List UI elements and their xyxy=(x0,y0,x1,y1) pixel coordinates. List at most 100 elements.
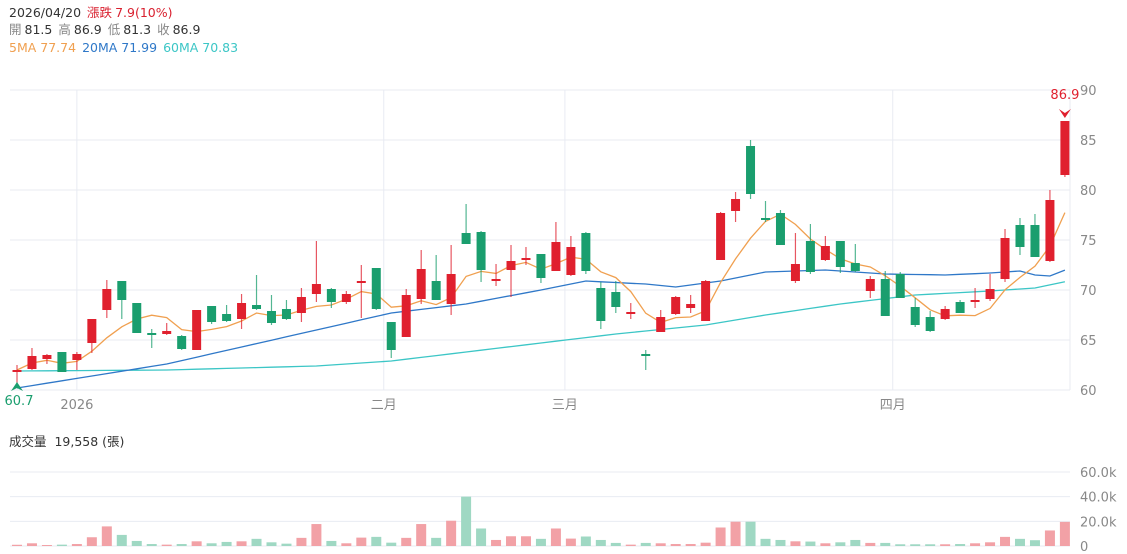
candle xyxy=(611,281,621,313)
candle-body xyxy=(940,309,950,319)
volume-bar xyxy=(805,541,816,546)
volume-bar xyxy=(371,536,382,546)
max-price-label: 86.9 xyxy=(1050,88,1079,103)
candle xyxy=(1030,214,1040,257)
volume-bar xyxy=(820,543,831,546)
volume-bar xyxy=(595,539,606,546)
candle-body xyxy=(491,279,501,281)
volume-bar xyxy=(1044,530,1055,546)
candle xyxy=(805,224,815,274)
candle-body xyxy=(356,281,366,283)
candle xyxy=(42,354,52,364)
candle xyxy=(1045,190,1055,262)
quote-date: 2026/04/20 xyxy=(9,5,82,20)
volume-label: 成交量 xyxy=(9,434,47,449)
volume-title: 成交量 19,558 (張) xyxy=(9,431,124,450)
volume-bar xyxy=(12,544,22,546)
volume-bar xyxy=(1014,538,1025,546)
candle-body xyxy=(955,302,965,313)
candle-body xyxy=(746,146,756,194)
candle xyxy=(940,306,950,320)
candle xyxy=(147,329,157,348)
ma-legend: 5MA 77.74 20MA 71.99 60MA 70.83 xyxy=(9,40,244,56)
volume-bar xyxy=(655,543,666,546)
open-label: 開 xyxy=(9,22,22,37)
volume-bar xyxy=(745,521,756,546)
candle-body xyxy=(521,258,531,260)
candle-body xyxy=(805,241,815,272)
candle xyxy=(27,348,37,370)
volume-bar xyxy=(251,538,262,546)
candle xyxy=(117,281,127,319)
candle-body xyxy=(895,274,905,298)
candle xyxy=(311,241,321,302)
candle xyxy=(162,323,172,335)
volume-bar xyxy=(730,521,741,546)
candle-body xyxy=(761,218,770,220)
volume-bar xyxy=(56,544,67,546)
candle xyxy=(371,268,381,310)
candle-body xyxy=(506,261,516,270)
volume-bar xyxy=(161,544,172,546)
volume-bar xyxy=(985,542,996,546)
candle xyxy=(865,276,875,298)
candle xyxy=(252,275,262,310)
volume-bar xyxy=(880,542,891,546)
volume-bar xyxy=(910,544,921,546)
candle-body xyxy=(775,213,785,245)
volume-bar xyxy=(296,537,307,546)
candle xyxy=(521,247,531,265)
candle xyxy=(356,265,366,318)
candle xyxy=(281,300,291,320)
candle-body xyxy=(12,370,22,372)
volume-bar xyxy=(41,545,52,546)
candle-body xyxy=(237,303,247,319)
candle-body xyxy=(296,297,306,313)
volume-bar xyxy=(146,544,157,546)
candle-body xyxy=(626,312,636,314)
candle-body xyxy=(102,289,112,310)
candle-body xyxy=(641,354,651,356)
low-label: 低 xyxy=(107,22,121,37)
candle-body xyxy=(147,333,157,335)
volume-bar xyxy=(281,543,292,546)
candle-body xyxy=(536,254,546,278)
candle-body xyxy=(341,294,351,302)
candle-body xyxy=(117,281,127,300)
candle-body xyxy=(1000,238,1010,279)
candle-body xyxy=(925,317,935,331)
candle xyxy=(506,245,516,297)
volume-bar xyxy=(700,542,711,546)
open-value: 81.5 xyxy=(24,22,53,37)
time-tick-label: 四月 xyxy=(880,398,906,413)
candle-body xyxy=(910,307,920,325)
candle xyxy=(57,352,67,372)
candle-body xyxy=(671,297,681,314)
candle xyxy=(761,201,770,222)
candle xyxy=(910,298,920,327)
candle xyxy=(446,245,456,315)
ma5-line xyxy=(16,212,1066,371)
close-label: 收 xyxy=(157,22,170,37)
volume-bar xyxy=(266,542,277,546)
candle xyxy=(266,295,276,325)
candle-body xyxy=(132,303,142,333)
candle-body xyxy=(281,309,291,319)
high-value: 86.9 xyxy=(73,22,102,37)
candle xyxy=(326,288,336,308)
candle-body xyxy=(252,305,262,309)
volume-bar xyxy=(520,536,531,546)
min-price-arrow-icon xyxy=(11,382,23,391)
price-tick-label: 85 xyxy=(1080,134,1097,149)
candle-body xyxy=(716,213,726,260)
candle xyxy=(431,255,441,300)
candle xyxy=(341,291,351,304)
volume-bar xyxy=(850,539,861,546)
volume-bar xyxy=(565,538,576,546)
volume-bar xyxy=(86,537,97,546)
ma60-legend: 60MA 70.83 xyxy=(163,40,239,55)
volume-bar xyxy=(431,537,442,546)
close-value: 86.9 xyxy=(172,22,201,37)
candle xyxy=(87,319,97,353)
